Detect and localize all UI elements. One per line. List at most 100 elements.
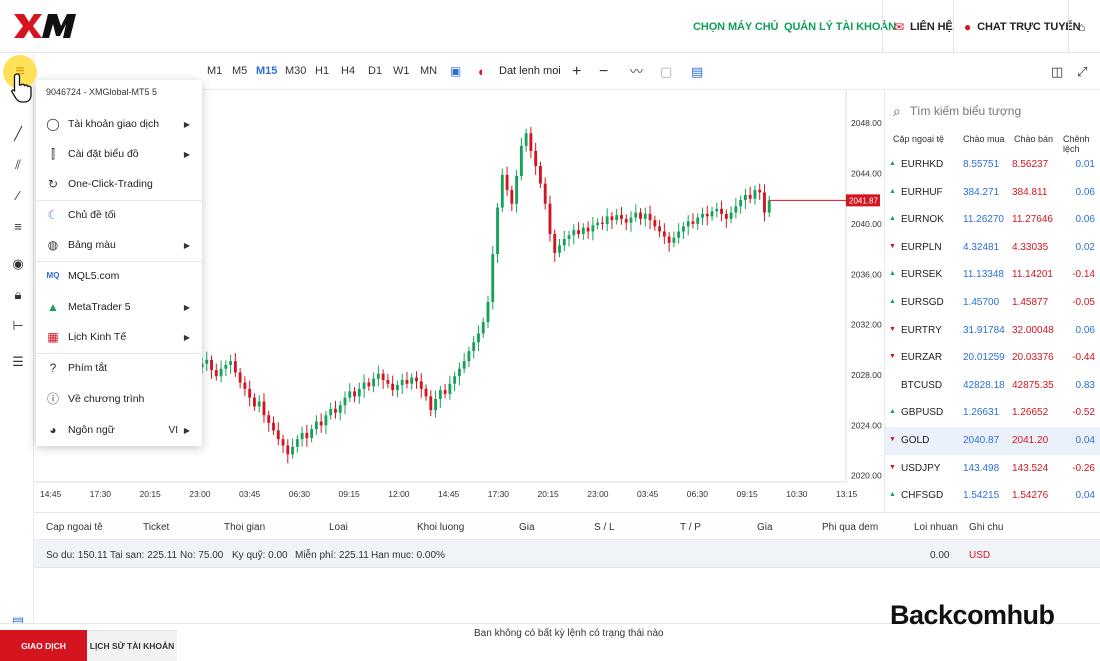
header-ask[interactable]: Chào bán (1014, 134, 1054, 144)
col-price[interactable]: Gia (519, 522, 535, 533)
candle-body (715, 208, 719, 212)
contact-link[interactable]: ✉ LIÊN HỆ (894, 19, 953, 34)
new-order-icon[interactable]: ◐ (478, 64, 486, 79)
menu-item-dark-theme[interactable]: ☾ Chủ đề tối (47, 208, 116, 222)
menu-item-about[interactable]: ⓘ Về chương trình (46, 392, 145, 406)
timeframe-m30[interactable]: M30 (285, 65, 307, 77)
timeframe-d1[interactable]: D1 (368, 65, 383, 77)
eye-icon[interactable]: ◉ (12, 256, 24, 271)
candle-body (219, 368, 223, 377)
margin-value: Ky quỹ: 0.00 (232, 550, 288, 561)
menu-item-shortcuts[interactable]: ? Phím tắt (36, 353, 202, 383)
symbol-cell: GBPUSD (901, 407, 944, 419)
col-current-price[interactable]: Gia (757, 522, 773, 533)
candle-body (624, 218, 628, 223)
symbol-search[interactable]: ⌕ Tìm kiếm biểu tượng (893, 101, 1093, 121)
tab-trading[interactable]: GIAO DỊCH (0, 630, 87, 661)
col-type[interactable]: Loai (329, 522, 348, 533)
watchlist-row[interactable]: ▲ GBPUSD 1.26631 1.26652 -0.52 (885, 399, 1100, 427)
watchlist-row[interactable]: ▲ EURNOK 11.26270 11.27646 0.06 (885, 206, 1100, 234)
col-time[interactable]: Thoi gian (224, 522, 266, 533)
zoom-in-icon[interactable]: + (572, 63, 582, 80)
change-cell: -0.52 (1072, 407, 1095, 419)
watchlist-row[interactable]: ▼ EURPLN 4.32481 4.33035 0.02 (885, 234, 1100, 262)
watchlist-row[interactable]: ▼ USDJPY 143.498 143.524 -0.26 (885, 455, 1100, 483)
menu-item-trading-account[interactable]: ◯ Tài khoản giao dịch ▶ (46, 117, 190, 131)
watchlist-row[interactable]: ▼ EURZAR 20.01259 20.03376 -0.44 (885, 344, 1100, 372)
manage-account-link[interactable]: QUẢN LÝ TÀI KHOẢN (784, 20, 896, 33)
watchlist-row[interactable]: ▲ EURHKD 8.55751 8.56237 0.01 (885, 151, 1100, 179)
notes-icon[interactable]: ▤ (691, 64, 704, 79)
candle-body (653, 220, 657, 227)
template-icon[interactable]: ▢ (660, 64, 673, 79)
candle-body (267, 415, 271, 423)
timeframe-m5[interactable]: M5 (232, 65, 248, 77)
candle-body (210, 359, 213, 370)
timeframe-m1[interactable]: M1 (207, 65, 223, 77)
watchlist-row[interactable]: ▲ EURSGD 1.45700 1.45877 -0.05 (885, 289, 1100, 317)
col-swap[interactable]: Phi qua dem (822, 522, 879, 533)
candlestick-chart[interactable]: 2048.00 2044.00 2040.00 2036.00 2032.00 2028.… (34, 90, 884, 512)
col-tp[interactable]: T / P (680, 522, 701, 533)
watchlist-row[interactable]: ▲ EURSEK 11.13348 11.14201 -0.14 (885, 261, 1100, 289)
col-volume[interactable]: Khoi luong (417, 522, 465, 533)
x-tick-label: 06:30 (687, 489, 709, 499)
zoom-out-icon[interactable]: − (599, 63, 609, 80)
chart-type-icon[interactable]: ▣ (450, 64, 462, 78)
tab-account-history[interactable]: LỊCH SỬ TÀI KHOẢN (87, 630, 177, 661)
candle-body (338, 405, 342, 413)
menu-item-metatrader[interactable]: ▲ MetaTrader 5 ▶ (47, 300, 190, 314)
timeframe-h4[interactable]: H4 (341, 65, 356, 77)
col-sl[interactable]: S / L (594, 522, 615, 533)
timeframe-w1[interactable]: W1 (393, 65, 410, 77)
ask-cell: 11.14201 (1012, 269, 1053, 281)
indicators-icon[interactable]: 〰 (630, 64, 644, 79)
object-tree-icon[interactable]: ⊢ (12, 318, 24, 333)
lock-icon[interactable]: 🔒︎ (14, 287, 22, 302)
menu-item-color-scheme[interactable]: ◍ Bảng màu ▶ (47, 238, 190, 252)
watchlist-row[interactable]: ▼ EURTRY 31.91784 32.00048 0.06 (885, 317, 1100, 345)
menu-item-language[interactable]: ◕ Ngôn ngữ VI ▶ (36, 415, 202, 445)
timeframe-m15[interactable]: M15 (256, 65, 278, 77)
arrow-up-icon: ▲ (889, 160, 896, 167)
col-ticket[interactable]: Ticket (143, 522, 170, 533)
fullscreen-icon[interactable]: ⤢ (1077, 64, 1088, 79)
layers-icon[interactable]: ☰ (12, 354, 24, 369)
candle-body (486, 301, 490, 323)
watchlist-row[interactable]: ▲ EURHUF 384.271 384.811 0.06 (885, 179, 1100, 207)
home-button[interactable]: ⌂ (1078, 0, 1085, 53)
globe-icon: ◕ (49, 423, 57, 437)
parallel-lines-icon[interactable]: ⫽ (15, 157, 21, 172)
live-chat-link[interactable]: ● CHAT TRỰC TUYẾN (964, 19, 1081, 34)
new-order-button[interactable]: Dat lenh moi (499, 65, 561, 77)
watchlist-row[interactable]: BTCUSD 42828.18 42875.35 0.83 (885, 372, 1100, 400)
candle-body (386, 380, 390, 384)
col-profit[interactable]: Loi nhuan (914, 522, 958, 533)
screenshot-icon[interactable]: ◫ (1051, 64, 1064, 79)
timeframe-h1[interactable]: H1 (315, 65, 330, 77)
col-comment[interactable]: Ghi chu (969, 522, 1004, 533)
xm-logo[interactable] (12, 8, 84, 44)
chat-bubble-icon: ● (964, 19, 972, 34)
search-placeholder[interactable]: Tìm kiếm biểu tượng (909, 104, 1022, 118)
price-chart[interactable]: 2048.00 2044.00 2040.00 2036.00 2032.00 2028.… (34, 90, 884, 512)
choose-server-link[interactable]: CHỌN MÁY CHỦ (693, 20, 779, 33)
watchlist-row[interactable]: ▼ GOLD 2040.87 2041.20 0.04 (885, 427, 1100, 455)
col-pair[interactable]: Cap ngoai tê (46, 522, 103, 533)
timeframe-mn[interactable]: MN (420, 65, 438, 77)
watchlist-row[interactable]: ▲ CHFSGD 1.54215 1.54276 0.04 (885, 482, 1100, 510)
segment-icon[interactable]: ∕ (16, 188, 20, 203)
header-bid[interactable]: Chào mua (963, 134, 1005, 144)
symbol-cell: CHFSGD (901, 490, 944, 502)
menu-item-mql5[interactable]: MQ MQL5.com (46, 270, 120, 282)
header-spread[interactable]: Chênh lệch (1063, 134, 1090, 154)
fibonacci-icon[interactable]: ≡ (14, 219, 22, 234)
header-pair[interactable]: Cặp ngoại tệ (893, 134, 945, 144)
moon-icon: ☾ (47, 208, 59, 222)
trendline-icon[interactable]: ╱ (14, 126, 22, 141)
menu-item-chart-settings[interactable]: ⫿ Cài đặt biểu đồ ▶ (36, 139, 202, 169)
candle-body (295, 439, 299, 447)
change-cell: -0.14 (1072, 269, 1095, 281)
menu-item-economic-calendar[interactable]: ▦ Lịch Kinh Tế ▶ (47, 330, 190, 344)
menu-item-one-click[interactable]: ↻ One-Click-Trading (47, 177, 153, 191)
